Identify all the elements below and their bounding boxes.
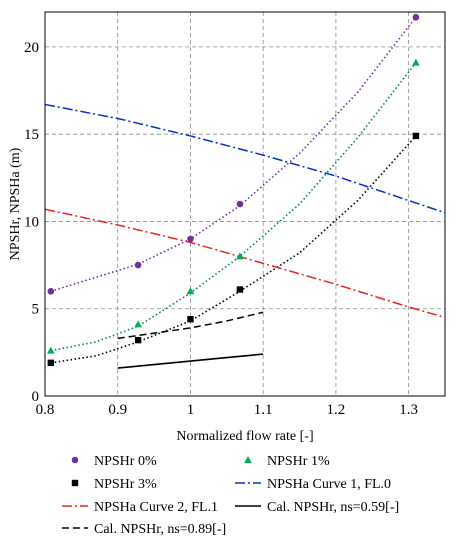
legend-item-2-label: NPSHr 1% [267,454,330,469]
y-tick-label: 10 [24,214,39,230]
series-3-trendline [50,135,417,364]
series-3-point [412,132,420,140]
y-tick-label: 20 [24,40,39,56]
series-4-line [45,103,445,214]
series-2-point [236,252,244,260]
legend-item-1-symbol [71,456,79,464]
series-3-point [134,336,142,344]
series-1-trendline [50,16,417,293]
legend-item-1-label: NPSHr 0% [94,454,157,469]
series-2-point [47,346,55,354]
series-1-point [236,200,244,208]
legend-item-5-label: NPSHa Curve 2, FL.1 [94,500,218,515]
y-tick-label: 15 [24,127,39,143]
series-2-point [186,287,195,295]
x-tick-label: 1.2 [327,402,346,418]
series-2-trendline [50,62,417,352]
legend: NPSHr 0% NPSHr 1% NPSHr 3% NPSHa Curve 1, F… [62,454,399,537]
x-tick-label: 1 [187,402,195,418]
x-tick-label: 0.8 [36,402,55,418]
series-6-line [117,353,264,369]
series-markers [47,13,420,367]
x-tick-label: 1.1 [254,402,273,418]
legend-item-3-symbol [71,479,79,487]
series-2-point [134,320,142,328]
plot-frame [44,11,446,397]
y-tick-label: 0 [32,389,40,405]
x-tick-label: 1.3 [399,402,418,418]
series-1-point [187,235,194,243]
legend-item-7-label: Cal. NPSHr, ns=0.89[-] [94,522,226,537]
series-3-point [47,359,55,367]
y-axis-title: NPSHr, NPSHa (m) [8,147,23,260]
x-axis-title: Normalized flow rate [-] [176,429,313,444]
legend-item-4-label: NPSHa Curve 1, FL.0 [267,477,391,492]
x-tick-label: 0.9 [108,402,127,418]
series-3-point [236,286,244,293]
series-3-point [187,316,194,323]
series-7-line [117,311,264,340]
series-1-point [134,261,142,269]
series-1-point [412,13,420,21]
legend-item-3-label: NPSHr 3% [94,477,157,492]
legend-item-6-label: Cal. NPSHr, ns=0.59[-] [267,500,399,515]
series-2-point [412,58,420,66]
grid [44,12,445,397]
y-tick-label: 5 [32,302,40,318]
series-5-line [45,208,445,319]
series-1-point [47,287,55,295]
series-lines [45,16,445,369]
tick-labels: 0.8 0.9 1 1.1 1.2 1.3 0 5 10 15 20 [24,40,418,418]
legend-item-2-symbol [244,456,252,463]
